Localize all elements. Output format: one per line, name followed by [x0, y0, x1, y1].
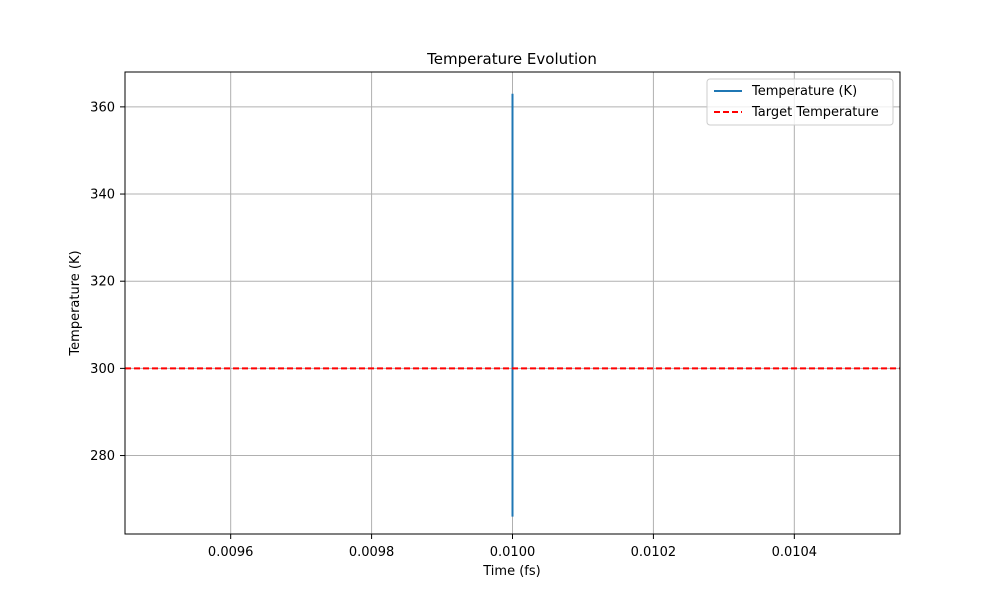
x-tick-label: 0.0100: [490, 545, 536, 560]
x-axis-label: Time (fs): [482, 564, 540, 579]
x-axis: 0.0096 0.0098 0.0100 0.0102 0.0104: [208, 534, 817, 560]
y-tick-label: 300: [90, 362, 115, 377]
chart-title: Temperature Evolution: [426, 50, 597, 68]
y-axis: 280 300 320 340 360: [90, 100, 125, 464]
y-tick-label: 320: [90, 275, 115, 290]
series-layer: [125, 93, 900, 517]
x-tick-label: 0.0096: [208, 545, 254, 560]
x-tick-label: 0.0104: [772, 545, 818, 560]
y-tick-label: 360: [90, 100, 115, 115]
x-tick-label: 0.0098: [349, 545, 395, 560]
legend-label-target: Target Temperature: [751, 105, 879, 120]
x-tick-label: 0.0102: [631, 545, 677, 560]
legend-label-temperature: Temperature (K): [751, 84, 857, 99]
y-tick-label: 280: [90, 449, 115, 464]
y-axis-label: Temperature (K): [68, 250, 83, 356]
legend-box: [706, 78, 894, 126]
legend: Temperature (K) Target Temperature: [706, 78, 894, 126]
y-tick-label: 340: [90, 188, 115, 203]
